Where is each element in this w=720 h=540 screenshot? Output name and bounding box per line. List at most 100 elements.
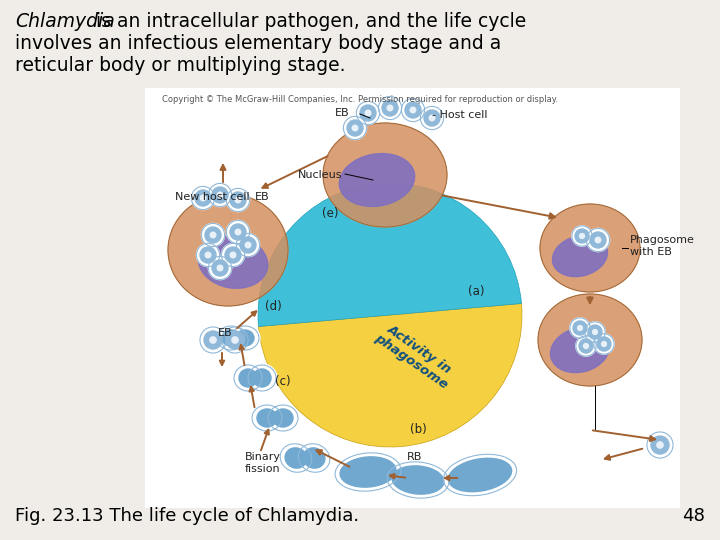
Ellipse shape — [168, 194, 288, 306]
Text: (a): (a) — [468, 285, 485, 298]
Text: is an intracellular pathogen, and the life cycle: is an intracellular pathogen, and the li… — [90, 12, 526, 31]
Ellipse shape — [236, 330, 254, 346]
Circle shape — [225, 247, 241, 263]
Circle shape — [597, 337, 611, 351]
Ellipse shape — [222, 330, 240, 346]
Text: EB: EB — [255, 192, 269, 202]
Ellipse shape — [303, 448, 325, 468]
Circle shape — [577, 326, 582, 330]
Circle shape — [202, 224, 225, 247]
Circle shape — [657, 442, 663, 448]
Ellipse shape — [198, 235, 268, 288]
Circle shape — [217, 265, 222, 271]
Circle shape — [405, 102, 421, 118]
Circle shape — [570, 318, 590, 338]
Circle shape — [590, 232, 606, 248]
Ellipse shape — [323, 123, 447, 227]
Circle shape — [236, 233, 260, 256]
Circle shape — [601, 342, 606, 347]
Circle shape — [230, 252, 236, 258]
Ellipse shape — [285, 448, 307, 468]
Circle shape — [217, 192, 222, 198]
Ellipse shape — [297, 443, 330, 473]
Circle shape — [226, 220, 250, 244]
Wedge shape — [258, 303, 522, 447]
Circle shape — [205, 252, 211, 258]
Circle shape — [226, 188, 250, 212]
Circle shape — [222, 244, 245, 267]
Text: Binary
fission: Binary fission — [245, 452, 281, 474]
Circle shape — [379, 97, 402, 119]
Circle shape — [235, 229, 240, 235]
Ellipse shape — [251, 404, 283, 432]
Text: Fig. 23.13 The life cycle of Chlamydia.: Fig. 23.13 The life cycle of Chlamydia. — [15, 507, 359, 525]
Circle shape — [212, 187, 228, 203]
Circle shape — [402, 98, 425, 122]
Circle shape — [424, 110, 440, 126]
Circle shape — [360, 105, 376, 121]
Text: (d): (d) — [265, 300, 282, 313]
Circle shape — [387, 105, 393, 111]
Text: (c): (c) — [275, 375, 291, 388]
Ellipse shape — [247, 364, 277, 392]
Text: reticular body or multiplying stage.: reticular body or multiplying stage. — [15, 56, 346, 75]
Circle shape — [352, 125, 358, 131]
Circle shape — [240, 237, 256, 253]
Ellipse shape — [253, 369, 271, 387]
Circle shape — [343, 117, 366, 140]
Ellipse shape — [233, 364, 263, 392]
Circle shape — [200, 195, 206, 201]
Circle shape — [200, 247, 216, 263]
Ellipse shape — [340, 457, 396, 487]
Circle shape — [410, 107, 416, 113]
Circle shape — [230, 192, 246, 208]
Circle shape — [226, 331, 244, 349]
Circle shape — [586, 228, 610, 252]
Text: Activity in
phagosome: Activity in phagosome — [372, 319, 459, 391]
Ellipse shape — [449, 458, 512, 492]
Circle shape — [647, 432, 673, 458]
Circle shape — [420, 106, 444, 130]
Circle shape — [585, 322, 605, 342]
Circle shape — [208, 256, 232, 280]
Circle shape — [246, 242, 251, 248]
Circle shape — [200, 327, 226, 353]
Circle shape — [580, 233, 585, 239]
Ellipse shape — [551, 327, 610, 373]
Text: EB: EB — [218, 328, 233, 338]
Text: Chlamydia: Chlamydia — [15, 12, 114, 31]
Circle shape — [573, 321, 587, 335]
Circle shape — [212, 260, 228, 276]
Circle shape — [579, 339, 593, 353]
Text: RB: RB — [408, 452, 423, 462]
Circle shape — [576, 336, 596, 356]
Ellipse shape — [334, 452, 402, 492]
Wedge shape — [258, 183, 521, 327]
Circle shape — [429, 115, 435, 121]
Circle shape — [235, 197, 240, 203]
Circle shape — [210, 232, 216, 238]
Text: Phagosome
with EB: Phagosome with EB — [630, 235, 695, 256]
Circle shape — [205, 227, 221, 243]
Circle shape — [230, 224, 246, 240]
Text: 48: 48 — [682, 507, 705, 525]
Circle shape — [583, 343, 588, 348]
Circle shape — [195, 190, 211, 206]
Text: Nucleus: Nucleus — [298, 170, 343, 180]
Circle shape — [575, 229, 589, 243]
Circle shape — [210, 337, 216, 343]
Circle shape — [222, 327, 248, 353]
Circle shape — [588, 325, 602, 339]
Ellipse shape — [552, 235, 608, 276]
Circle shape — [594, 334, 614, 354]
Ellipse shape — [230, 325, 260, 351]
Text: Copyright © The McGraw-Hill Companies, Inc. Permission required for reproduction: Copyright © The McGraw-Hill Companies, I… — [162, 95, 558, 104]
Text: involves an infectious elementary body stage and a: involves an infectious elementary body s… — [15, 34, 501, 53]
Ellipse shape — [267, 404, 299, 432]
Circle shape — [572, 226, 592, 246]
Text: (e): (e) — [322, 207, 338, 220]
Circle shape — [192, 186, 215, 210]
Ellipse shape — [386, 461, 450, 499]
Circle shape — [197, 244, 220, 267]
Ellipse shape — [279, 443, 312, 473]
